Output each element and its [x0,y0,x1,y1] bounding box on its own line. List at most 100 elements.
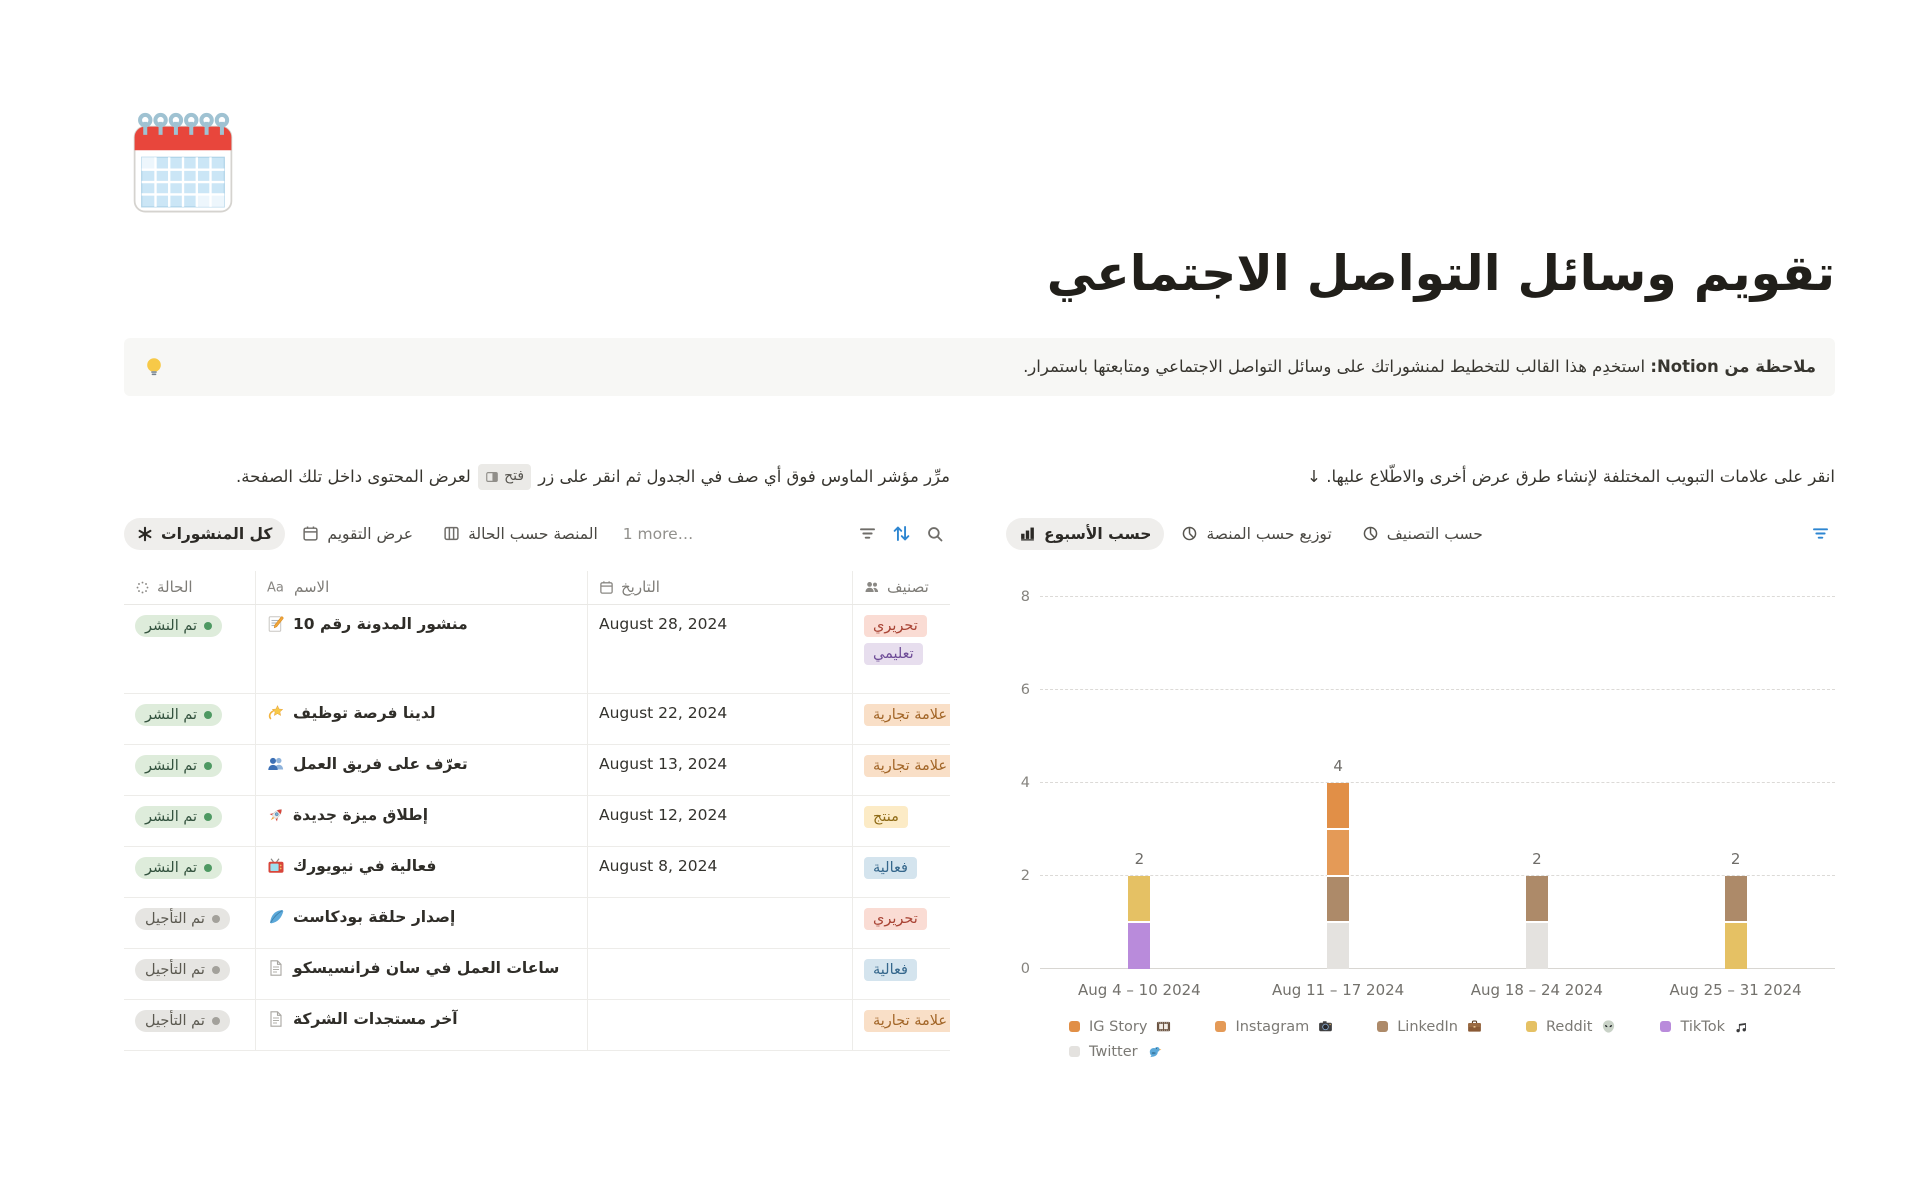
table-row[interactable]: تم النشر فعالية في نيويورك August 8, 2024 ف… [124,846,950,898]
tag-pill: تحريري [864,907,927,930]
tag-pill: تعليمي [864,642,923,665]
legend-item: Instagram [1215,1019,1333,1035]
status-badge: تم التأجيل [135,1009,230,1032]
post-title: لدينا فرصة توظيف [293,703,436,722]
gridline [1040,874,1835,876]
date-cell [588,999,853,1050]
x-axis-category-label: Aug 11 – 17 2024 [1272,980,1405,999]
view-tab[interactable]: المنصة حسب الحالة [430,518,611,550]
status-label: تم التأجيل [145,1012,205,1029]
post-date: August 28, 2024 [599,614,728,633]
bar-total-label: 2 [1532,849,1542,868]
legend-label: TikTok [1680,1018,1725,1035]
two-column-layout: مرِّر مؤشر الماوس فوق أي صف في الجدول ثم… [124,464,1835,1060]
bar-total-label: 4 [1333,756,1343,775]
status-badge: تم النشر [135,703,223,726]
asterisk-icon [137,526,153,542]
legend-swatch [1069,1021,1080,1033]
status-label: تم التأجيل [145,910,205,927]
legend-swatch [1215,1021,1227,1033]
column-header[interactable]: تصنيف [853,571,950,604]
filter-blue-button[interactable] [1805,519,1835,549]
chart-plot: 8 6 4 2 0 2 4 2 2 [1021,579,1835,977]
status-cell: تم النشر [124,693,256,744]
chart-legend: IG Story Instagram LinkedIn Reddit TikTok Twi… [1069,1019,1835,1060]
date-cell: August 22, 2024 [588,693,853,744]
open-button: فتح [478,464,532,491]
y-axis-tick-label: 4 [1020,774,1030,791]
callout-bold-prefix: ملاحظة من Notion: [1650,357,1816,377]
search-button[interactable] [920,519,950,549]
status-badge: تم النشر [135,856,223,879]
bar-segment [1525,922,1548,969]
page-icon [267,1010,285,1028]
tv-icon [267,857,285,875]
name-cell: لدينا فرصة توظيف [256,693,588,744]
status-dot-icon [204,863,213,872]
more-views[interactable]: 1 more… [622,524,694,543]
table-row[interactable]: تم التأجيل ساعات العمل في سان فرانسيسكو فع… [124,948,950,1000]
view-tab[interactable]: عرض التقويم [289,518,426,550]
status-cell: تم التأجيل [124,897,256,948]
table-row[interactable]: تم التأجيل إصدار حلقة بودكاست تحريري [124,897,950,949]
bar-segment [1724,875,1747,923]
date-icon [599,580,614,595]
chart-hint: انقر على علامات التبويب المختلفة لإنشاء … [1307,466,1835,486]
table-row[interactable]: تم التأجيل آخر مستجدات الشركة علامة تجارية [124,999,950,1051]
bar-total-label: 2 [1134,849,1145,868]
legend-item: IG Story [1069,1019,1171,1035]
film-icon [1156,1019,1171,1034]
rocket-icon [267,806,285,824]
tags-cell: فعالية [853,949,950,999]
legend-label: Twitter [1089,1043,1138,1060]
column-header[interactable]: الحالة [124,570,256,604]
view-tab[interactable]: كل المنشورات [124,517,286,550]
pie-chart-icon [1181,525,1198,542]
post-title: آخر مستجدات الشركة [293,1009,458,1028]
chart-x-axis-labels: Aug 4 – 10 2024 Aug 11 – 17 2024 Aug 18 – … [1040,981,1835,999]
y-axis-tick-label: 8 [1020,588,1030,605]
tags-cell: علامة تجارية [853,745,950,795]
callout-body: استخدِم هذا القالب للتخطيط لمنشوراتك على… [1023,357,1651,377]
page-icon-spiral-calendar[interactable] [124,103,242,221]
bar-segment [1327,782,1350,830]
table-row[interactable]: تم النشر إطلاق ميزة جديدة August 12, 2024 م… [124,795,950,847]
sort-button[interactable] [886,519,916,549]
post-title: إطلاق ميزة جديدة [293,805,429,824]
table-row[interactable]: تم النشر منشور المدونة رقم 10 August 28, 2… [124,604,950,694]
legend-label: LinkedIn [1397,1018,1458,1035]
table-hint: مرِّر مؤشر الماوس فوق أي صف في الجدول ثم… [124,464,950,491]
name-cell: آخر مستجدات الشركة [256,999,588,1050]
tags-cell: تحريري تعليمي [853,605,950,693]
bar-segment [1327,922,1350,969]
callout-text: ملاحظة من Notion: استخدِم هذا القالب للت… [181,354,1816,380]
tags-cell: منتج [853,796,950,846]
bar-segment [1128,922,1151,969]
column-header[interactable]: التاريخ [588,570,853,604]
bar-segment-separator [1128,921,1151,924]
status-dot-icon [211,1016,220,1025]
table-header-row: الحالة Aa الاسم التاريخ تصنيف [124,570,950,605]
view-tab[interactable]: حسب الأسبوع [1006,517,1165,550]
table-row[interactable]: تم النشر لدينا فرصة توظيف August 22, 2024 ع… [124,693,950,745]
filter-button[interactable] [852,519,882,549]
status-label: تم التأجيل [145,961,205,978]
date-cell [588,948,853,999]
search-icon [926,525,944,543]
view-tab[interactable]: توزيع حسب المنصة [1168,518,1344,550]
post-date: August 8, 2024 [599,856,718,875]
table-column: مرِّر مؤشر الماوس فوق أي صف في الجدول ثم… [124,464,950,1051]
view-tab[interactable]: حسب التصنيف [1349,518,1496,550]
status-cell: تم النشر [124,846,256,897]
calendar-icon [302,525,319,542]
status-badge: تم النشر [135,805,223,828]
status-cell: تم النشر [124,795,256,846]
page-title[interactable]: تقويم وسائل التواصل الاجتماعي [1046,245,1835,302]
column-header[interactable]: Aa الاسم [256,570,588,604]
date-cell: August 13, 2024 [588,744,853,795]
table-row[interactable]: تم النشر تعرّف على فريق العمل August 13, 2… [124,744,950,796]
post-title: منشور المدونة رقم 10 [293,614,468,633]
tag-pill: منتج [864,805,908,828]
status-label: تم النشر [145,617,198,634]
legend-swatch [1526,1021,1537,1033]
